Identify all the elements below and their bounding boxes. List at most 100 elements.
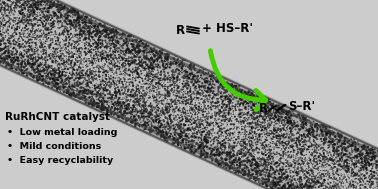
Point [229,127,235,130]
Point [286,165,292,168]
Point [313,174,319,177]
Point [8,57,14,60]
Point [0,3,4,6]
Point [248,165,254,168]
Point [0,39,5,42]
Point [38,28,44,31]
Point [270,176,276,179]
Point [347,181,353,184]
Point [195,133,201,136]
Point [298,123,304,126]
Point [339,165,345,168]
Point [355,183,361,186]
Point [168,120,174,123]
Point [133,75,139,78]
Point [235,170,242,173]
Point [203,141,209,144]
Point [60,9,67,12]
Point [165,121,171,124]
Point [27,13,33,16]
Point [146,105,152,108]
Point [27,33,33,36]
Point [278,168,284,171]
Point [231,109,237,112]
Point [86,74,92,77]
Point [136,103,142,106]
Point [50,37,56,40]
Point [76,33,82,36]
Point [294,146,301,149]
Point [260,170,266,173]
Point [208,103,214,106]
Point [201,84,207,87]
Point [247,174,253,177]
Point [142,91,148,94]
Point [228,102,234,105]
Point [59,16,65,19]
Point [148,73,154,76]
Point [297,143,304,146]
Point [210,90,216,93]
Point [334,183,340,186]
Point [367,163,373,166]
Point [149,124,155,127]
Point [25,60,31,63]
Point [274,140,280,143]
Point [184,128,191,131]
Point [167,115,173,118]
Point [283,146,289,149]
Point [265,106,271,109]
Point [18,19,24,22]
Point [280,135,286,138]
Point [17,31,23,34]
Point [154,113,160,116]
Point [286,187,292,189]
Point [315,143,321,146]
Point [15,39,21,42]
Point [164,56,170,59]
Point [294,172,300,175]
Point [95,44,101,47]
Point [357,175,363,178]
Point [345,142,351,145]
Point [247,114,253,117]
Point [117,55,123,58]
Point [198,69,204,72]
Point [138,111,144,114]
Point [188,106,194,109]
Point [53,81,59,84]
Point [289,134,295,137]
Point [100,87,106,90]
Point [5,5,11,8]
Point [82,17,88,20]
Point [120,58,126,61]
Point [271,128,277,131]
Point [188,143,194,146]
Point [103,82,109,85]
Point [149,67,155,70]
Point [289,143,295,146]
Point [339,165,345,168]
Point [141,123,147,126]
Point [333,177,339,180]
Point [253,140,259,143]
Point [209,122,215,125]
Point [0,33,4,36]
Point [70,70,76,73]
Point [286,141,292,144]
Point [330,149,336,153]
Point [245,111,251,114]
Point [372,177,378,180]
Point [208,90,214,93]
Point [208,75,214,78]
Point [209,97,215,100]
Point [301,154,307,157]
Point [59,73,65,76]
Point [284,165,290,168]
Point [187,64,193,67]
Point [93,82,99,85]
Point [101,80,107,83]
Point [143,102,149,105]
Point [162,138,168,141]
Point [156,92,162,95]
